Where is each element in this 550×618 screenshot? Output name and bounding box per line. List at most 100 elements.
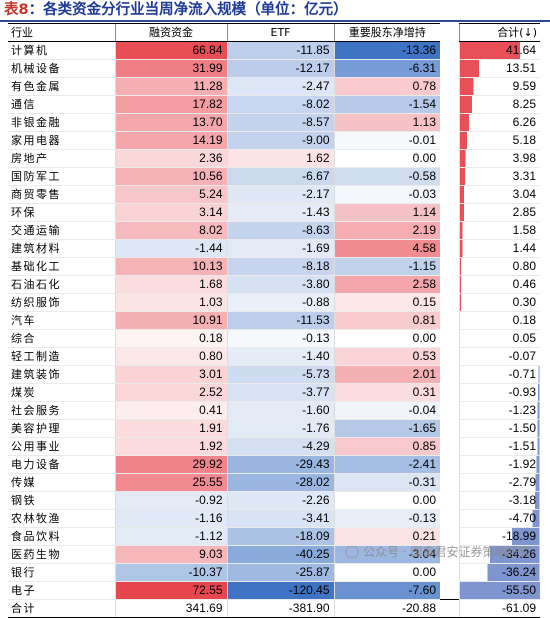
etf-cell: -5.73 [226, 365, 334, 384]
margin-cell: 2.52 [114, 383, 227, 402]
total-cell: 1.44 [458, 239, 540, 258]
margin-cell: 2.36 [114, 149, 227, 168]
table-row: 环保 3.14 -1.43 1.14 2.85 [8, 203, 540, 222]
industry-cell: 通信 [8, 95, 115, 114]
margin-cell: 14.19 [114, 131, 227, 150]
table-body: 计算机 66.84 -11.85 -13.36 41.64 机械设备 31.99 -12.17… [8, 41, 540, 600]
etf-cell: -8.18 [226, 257, 334, 276]
table-row: 交通运输 8.02 -8.63 2.19 1.58 [8, 221, 540, 240]
margin-cell: 8.02 [114, 221, 227, 240]
margin-cell: 9.03 [114, 545, 227, 564]
etf-cell: -3.77 [226, 383, 334, 402]
industry-cell: 电子 [8, 581, 115, 600]
total-cell: -1.51 [458, 437, 540, 456]
table-row: 银行 -10.37 -25.87 0.00 -36.24 [8, 563, 540, 582]
major-holders-cell: 0.00 [333, 149, 440, 168]
major-holders-cell: 2.19 [333, 221, 440, 240]
margin-cell: 0.41 [114, 401, 227, 420]
etf-cell: -0.88 [226, 293, 334, 312]
spacer-cell [440, 564, 459, 582]
total-cell: -0.71 [458, 365, 540, 384]
margin-cell: -0.92 [114, 491, 227, 510]
total-cell: 8.25 [458, 95, 540, 114]
spacer-cell [440, 456, 459, 474]
spacer-cell [440, 114, 459, 132]
etf-cell: -1.40 [226, 347, 334, 366]
table-row: 有色金属 11.28 -2.47 0.78 9.59 [8, 77, 540, 96]
table-row: 电子 72.55 -120.45 -7.60 -55.50 [8, 581, 540, 600]
table-row: 美容护理 1.91 -1.76 -1.65 -1.50 [8, 419, 540, 438]
industry-cell: 国防军工 [8, 167, 115, 186]
margin-cell: -1.12 [114, 527, 227, 546]
table-row: 国防军工 10.56 -6.67 -0.58 3.31 [8, 167, 540, 186]
etf-cell: -12.17 [226, 59, 334, 78]
industry-cell: 有色金属 [8, 77, 115, 96]
industry-cell: 美容护理 [8, 419, 115, 438]
spacer-cell [440, 78, 459, 96]
total-cell: -4.70 [458, 509, 540, 528]
industry-cell: 环保 [8, 203, 115, 222]
table-row: 钢铁 -0.92 -2.26 0.00 -3.18 [8, 491, 540, 510]
table-row: 轻工制造 0.80 -1.40 0.53 -0.07 [8, 347, 540, 366]
margin-cell: 1.68 [114, 275, 227, 294]
margin-cell: -1.44 [114, 239, 227, 258]
major-holders-cell: 0.81 [333, 311, 440, 330]
spacer-cell [440, 132, 459, 150]
margin-cell: 72.55 [114, 581, 227, 600]
total-cell: 13.51 [458, 59, 540, 78]
table-row: 纺织服饰 1.03 -0.88 0.15 0.30 [8, 293, 540, 312]
spacer-cell [440, 204, 459, 222]
total-cell: 6.26 [458, 113, 540, 132]
table-row: 建筑材料 -1.44 -1.69 4.58 1.44 [8, 239, 540, 258]
industry-cell: 食品饮料 [8, 527, 115, 546]
spacer-cell [440, 510, 459, 528]
table-row: 农林牧渔 -1.16 -3.41 -0.13 -4.70 [8, 509, 540, 528]
etf-cell: -8.63 [226, 221, 334, 240]
total-cell: -36.24 [458, 563, 540, 582]
industry-cell: 建筑材料 [8, 239, 115, 258]
etf-cell: -2.47 [226, 77, 334, 96]
table-row: 房地产 2.36 1.62 0.00 3.98 [8, 149, 540, 168]
spacer-cell [440, 402, 459, 420]
major-holders-cell: 4.58 [333, 239, 440, 258]
spacer-cell [440, 168, 459, 186]
etf-cell: -8.02 [226, 95, 334, 114]
spacer-cell [440, 474, 459, 492]
industry-cell: 非银金融 [8, 113, 115, 132]
header-major-holders: 重要股东净增持 [333, 23, 440, 42]
spacer-cell [440, 222, 459, 240]
margin-cell: 66.84 [114, 41, 227, 60]
major-holders-cell: 0.15 [333, 293, 440, 312]
caption-rule [0, 20, 550, 22]
etf-cell: -1.43 [226, 203, 334, 222]
total-cell: 0.05 [458, 329, 540, 348]
major-holders-cell: 2.58 [333, 275, 440, 294]
industry-cell: 交通运输 [8, 221, 115, 240]
industry-cell: 银行 [8, 563, 115, 582]
table-row: 汽车 10.91 -11.53 0.81 0.18 [8, 311, 540, 330]
industry-cell: 石油石化 [8, 275, 115, 294]
industry-cell: 医药生物 [8, 545, 115, 564]
spacer-cell [440, 186, 459, 204]
header-industry: 行业 [8, 23, 115, 42]
etf-cell: -1.60 [226, 401, 334, 420]
table-row: 机械设备 31.99 -12.17 -6.31 13.51 [8, 59, 540, 78]
major-holders-cell: -1.54 [333, 95, 440, 114]
spacer-cell [440, 60, 459, 78]
margin-cell: 10.13 [114, 257, 227, 276]
major-holders-cell: -1.65 [333, 419, 440, 438]
total-cell: -34.26 [458, 545, 540, 564]
spacer-cell [440, 42, 459, 60]
industry-cell: 家用电器 [8, 131, 115, 150]
spacer-cell [440, 366, 459, 384]
major-holders-cell: 0.00 [333, 563, 440, 582]
margin-cell: 0.18 [114, 329, 227, 348]
major-holders-cell: 0.21 [333, 527, 440, 546]
caption-number: 8 [18, 2, 29, 18]
industry-cell: 汽车 [8, 311, 115, 330]
total-cell: -55.50 [458, 581, 540, 600]
margin-cell: 3.01 [114, 365, 227, 384]
etf-cell: -3.80 [226, 275, 334, 294]
header-etf: ETF [226, 23, 334, 42]
major-holders-cell: 0.85 [333, 437, 440, 456]
